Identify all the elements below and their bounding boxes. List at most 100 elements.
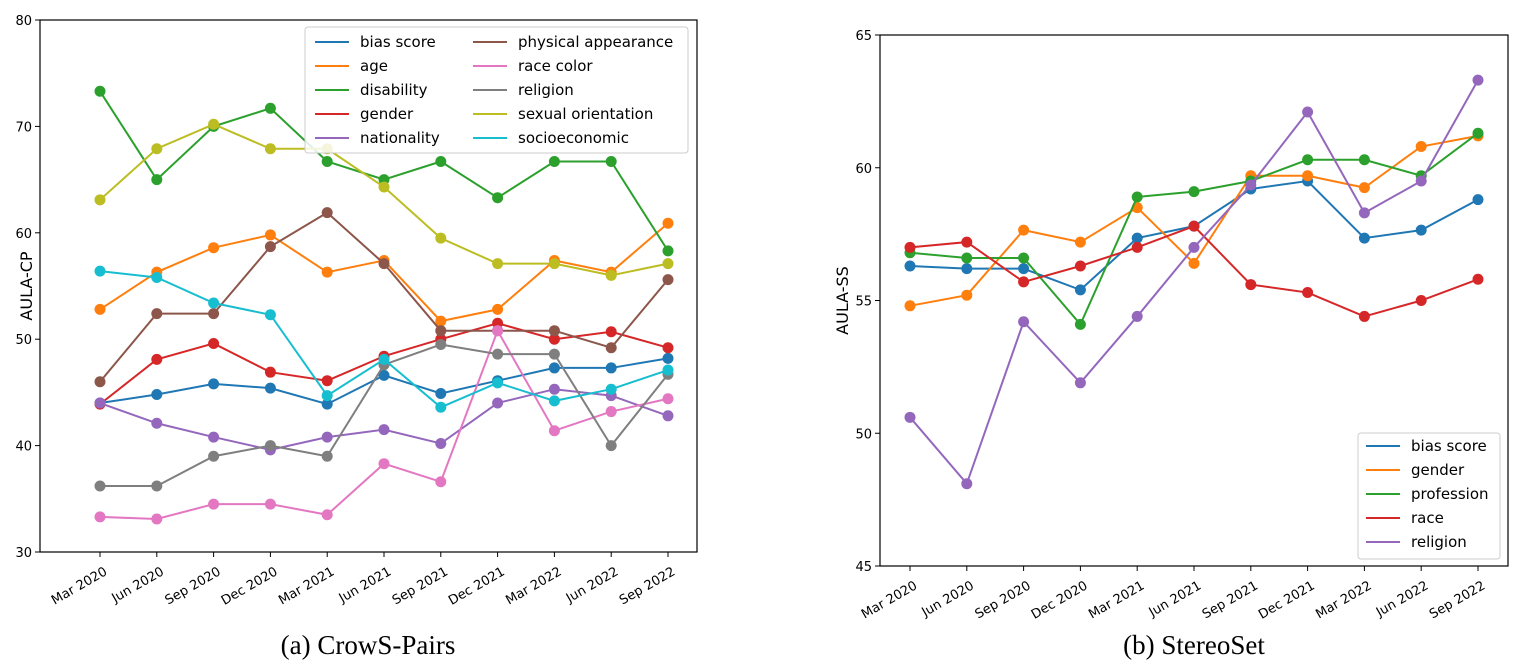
y-axis-label: AULA-CP (17, 251, 36, 320)
series-race (904, 220, 1484, 322)
data-point (1245, 179, 1257, 191)
x-tick-label: Jun 2021 (1146, 578, 1204, 620)
plot-frame (879, 34, 1509, 567)
data-point (321, 266, 333, 278)
legend-label: bias score (1411, 437, 1487, 455)
data-point (1018, 252, 1030, 264)
data-point (904, 411, 916, 423)
data-point (548, 333, 560, 345)
data-point (605, 362, 617, 374)
data-point (208, 378, 220, 390)
x-tick-label: Mar 2020 (859, 578, 920, 622)
data-point (94, 511, 106, 523)
data-point (321, 207, 333, 219)
data-point (548, 395, 560, 407)
data-point (1472, 127, 1484, 139)
data-point (208, 498, 220, 510)
y-tick-label: 45 (855, 560, 872, 575)
x-tick-label: Jun 2022 (563, 564, 621, 606)
x-tick-label: Sep 2020 (973, 578, 1034, 622)
data-point (904, 300, 916, 312)
data-point (435, 437, 447, 449)
data-point (94, 303, 106, 315)
data-point (321, 450, 333, 462)
legend-label: gender (360, 105, 414, 123)
data-point (961, 252, 973, 264)
data-point (208, 297, 220, 309)
legend-label: socioeconomic (518, 129, 629, 147)
data-point (662, 352, 674, 364)
caption: (b) StereoSet (1123, 630, 1265, 660)
data-point (321, 375, 333, 387)
data-point (1358, 207, 1370, 219)
x-tick-label: Dec 2020 (1029, 578, 1091, 622)
data-point (1302, 154, 1314, 166)
data-point (1302, 106, 1314, 118)
series-bias-score (94, 352, 674, 410)
data-point (1415, 141, 1427, 153)
data-point (378, 353, 390, 365)
data-point (435, 387, 447, 399)
data-point (1472, 273, 1484, 285)
y-tick-label: 65 (855, 29, 872, 44)
data-point (321, 398, 333, 410)
data-point (548, 383, 560, 395)
data-point (492, 303, 504, 315)
data-point (1245, 279, 1257, 291)
series-age (94, 217, 674, 327)
data-point (208, 118, 220, 130)
data-point (208, 450, 220, 462)
data-point (208, 242, 220, 254)
data-point (1472, 194, 1484, 206)
data-point (94, 194, 106, 206)
y-tick-label: 50 (855, 427, 872, 442)
data-point (1188, 241, 1200, 253)
x-tick-label: Dec 2021 (1256, 578, 1318, 622)
data-point (435, 339, 447, 351)
data-point (435, 401, 447, 413)
x-tick-label: Sep 2022 (617, 564, 678, 608)
legend: bias score age disability gender nationality… (304, 26, 689, 154)
x-tick-label: Mar 2021 (1086, 578, 1147, 622)
legend-label: bias score (360, 33, 436, 51)
data-point (548, 156, 560, 168)
data-point (321, 390, 333, 402)
data-point (151, 353, 163, 365)
data-point (208, 308, 220, 320)
data-point (662, 342, 674, 354)
data-point (264, 382, 276, 394)
data-point (492, 258, 504, 270)
legend-label: physical appearance (518, 33, 673, 51)
data-point (662, 217, 674, 229)
data-point (1188, 257, 1200, 269)
series-socioeconomic (94, 265, 674, 413)
data-point (321, 509, 333, 521)
y-tick-label: 60 (15, 227, 32, 242)
series-line (909, 79, 1479, 486)
data-point (151, 513, 163, 525)
series-race-color (94, 325, 674, 525)
x-tick-label: Sep 2022 (1427, 578, 1488, 622)
data-point (1472, 74, 1484, 86)
data-point (435, 476, 447, 488)
data-point (94, 85, 106, 97)
data-point (264, 143, 276, 155)
data-point (1018, 276, 1030, 288)
data-point (435, 156, 447, 168)
y-tick-label: 30 (15, 546, 32, 561)
legend-label: race color (518, 57, 593, 75)
data-point (605, 269, 617, 281)
series-nationality (94, 383, 674, 456)
data-point (548, 258, 560, 270)
data-point (378, 369, 390, 381)
x-tick-label: Jun 2021 (336, 564, 394, 606)
data-point (605, 440, 617, 452)
y-tick-label: 50 (15, 333, 32, 348)
data-point (548, 348, 560, 360)
data-point (1302, 170, 1314, 182)
y-tick-label: 40 (15, 440, 32, 455)
data-point (1018, 263, 1030, 275)
data-point (1188, 186, 1200, 198)
